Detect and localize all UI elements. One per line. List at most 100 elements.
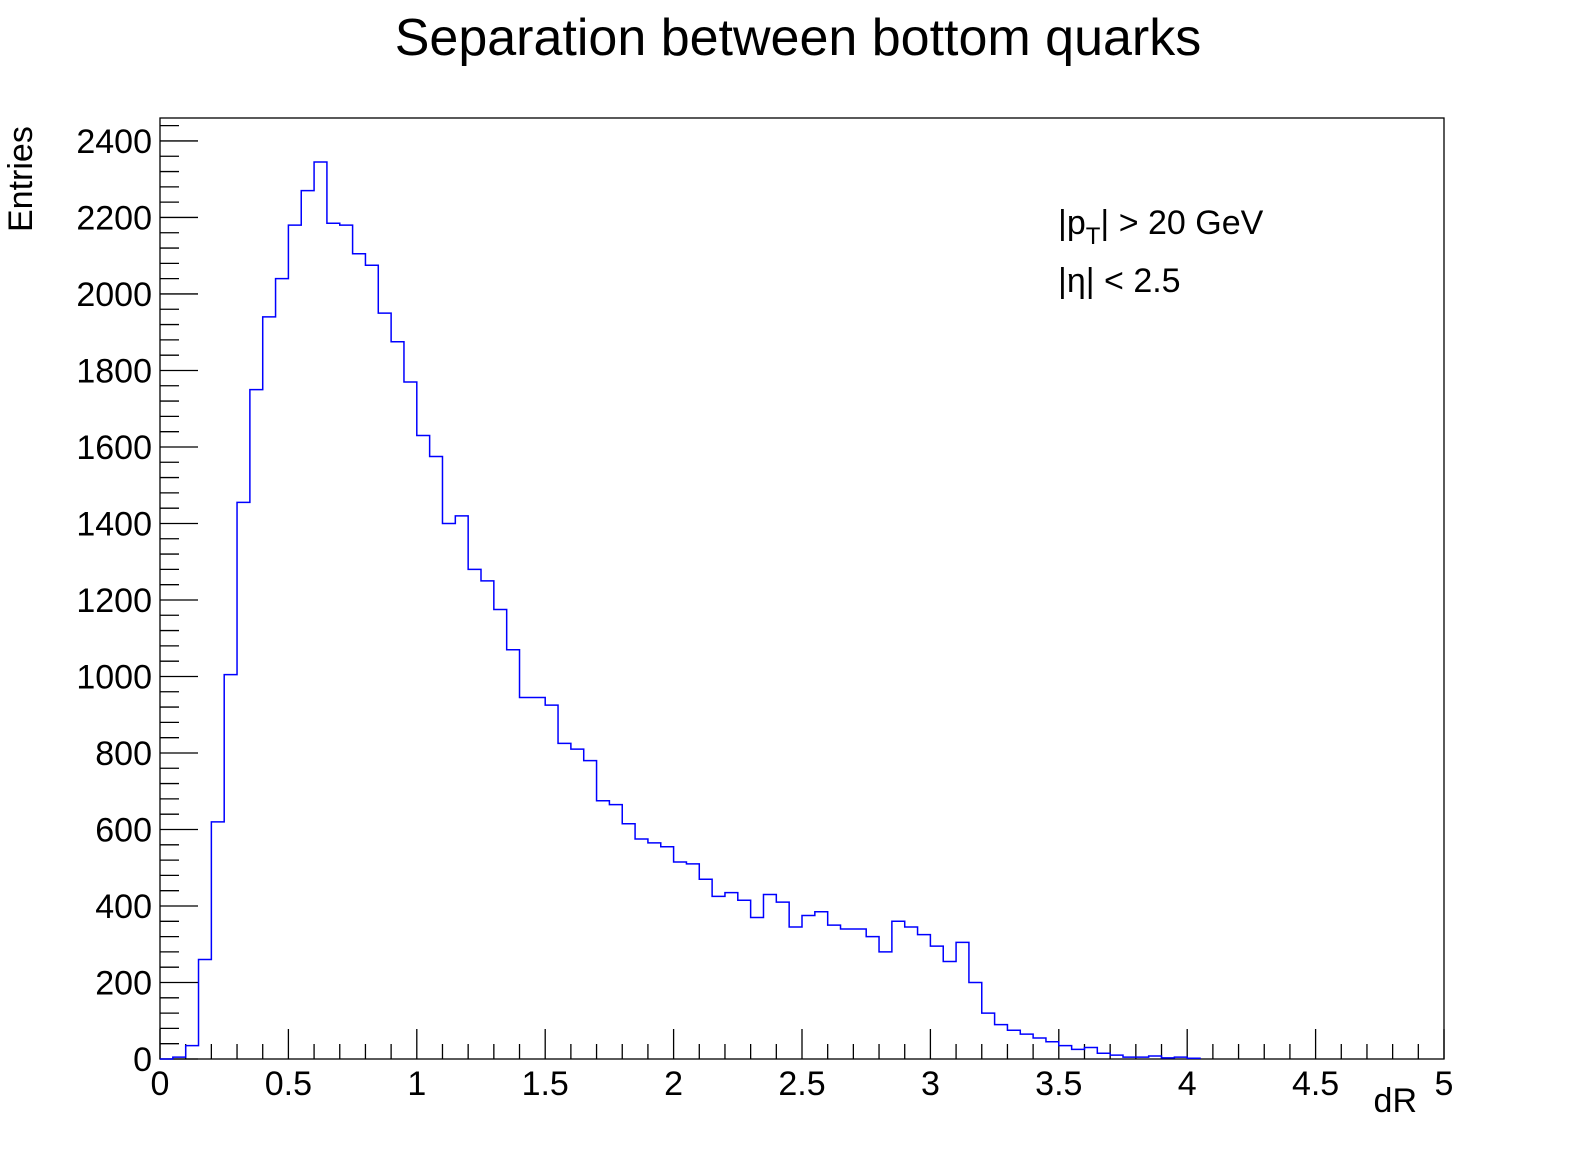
histogram-bin [1174,1057,1187,1059]
y-tick-label: 800 [95,735,152,773]
histogram-bin [930,946,943,1059]
y-tick-label: 1800 [76,352,152,390]
histogram-bin [430,457,443,1059]
histogram-bin [1059,1046,1072,1059]
histogram-bin [841,929,854,1059]
chart-title: Separation between bottom quarks [394,9,1202,67]
x-tick-label: 1.5 [522,1065,569,1103]
histogram-bin [199,960,212,1059]
histogram-bin [468,569,481,1059]
histogram-bin [776,902,789,1059]
x-tick-label: 2.5 [778,1065,825,1103]
y-tick-label: 0 [133,1041,152,1079]
histogram-bin [353,254,366,1059]
histogram-bin [276,279,289,1059]
y-tick-label: 600 [95,811,152,849]
histogram-bin [789,927,802,1059]
histogram-bin [507,650,520,1059]
pt-cut-annotation: |pT| > 20 GeV [1058,204,1263,251]
histogram-bin [571,749,584,1059]
histogram-bin [802,916,815,1059]
histogram-bin [263,317,276,1059]
histogram-bin [1097,1053,1110,1059]
y-axis-label: Entries [2,126,40,232]
x-tick-label: 2 [664,1065,683,1103]
histogram-bin [879,952,892,1059]
histogram-bin [173,1057,186,1059]
histogram-bin [584,761,597,1059]
histogram-bin [1020,1034,1033,1059]
histogram-bin [558,743,571,1059]
histogram-bin [494,610,507,1059]
pt-cut-suffix: | > 20 GeV [1100,204,1264,242]
histogram-bin [853,929,866,1059]
y-tick-label: 1000 [76,658,152,696]
histogram-bin [751,917,764,1059]
histogram-bin [918,935,931,1059]
histogram-bin [686,864,699,1059]
y-tick-label: 1400 [76,505,152,543]
x-tick-label: 4 [1178,1065,1197,1103]
histogram-bin [327,223,340,1059]
histogram-bin [866,937,879,1059]
histogram-bin [442,523,455,1059]
x-tick-label: 0 [151,1065,170,1103]
histogram-bin [1007,1030,1020,1059]
histogram-bin [340,225,353,1059]
histogram-bin [1110,1055,1123,1059]
histogram-bin [404,382,417,1059]
x-axis-label: dR [1373,1082,1417,1120]
histogram-bin [520,698,533,1059]
histogram-bin [1136,1057,1149,1059]
y-tick-label: 2200 [76,199,152,237]
eta-cut-annotation: |η| < 2.5 [1058,262,1181,300]
histogram-bin [378,313,391,1059]
histogram-bin [1187,1058,1200,1059]
histogram-bin [763,895,776,1059]
histogram-bin [982,1013,995,1059]
histogram-bin [622,824,635,1059]
histogram-line [160,161,1201,1060]
y-tick-label: 2000 [76,276,152,314]
histogram-bin [1123,1057,1136,1059]
histogram-bin [1084,1048,1097,1059]
pt-cut-prefix: |p [1058,204,1086,242]
x-tick-label: 5 [1435,1065,1454,1103]
histogram-bin [417,435,430,1059]
histogram-bin [635,839,648,1059]
histogram-bin [391,342,404,1059]
histogram-bin [609,805,622,1059]
histogram-bin [250,390,263,1059]
histogram-bin [365,265,378,1059]
histogram-bin [481,581,494,1059]
histogram-bin [892,921,905,1059]
histogram-bin [224,675,237,1059]
histogram-bin [186,1046,199,1059]
histogram-bin [699,879,712,1059]
x-tick-label: 4.5 [1292,1065,1339,1103]
histogram-bin [995,1025,1008,1059]
histogram-bin [545,705,558,1059]
histogram-bin [597,801,610,1059]
histogram-bin [455,516,468,1059]
histogram-bin [661,847,674,1059]
histogram-bin [211,822,224,1059]
histogram-bin [1072,1049,1085,1059]
histogram-bin [1046,1042,1059,1059]
histogram-bin [237,502,250,1059]
histogram-bin [738,900,751,1059]
histogram-bin [828,925,841,1059]
histogram-bin [288,225,301,1059]
y-tick-label: 1200 [76,582,152,620]
histogram-bin [712,896,725,1059]
histogram-bin [532,698,545,1059]
histogram-bin [969,982,982,1059]
y-tick-label: 1600 [76,429,152,467]
histogram-bin [314,162,327,1059]
histogram-bin [815,912,828,1059]
pt-cut-subscript: T [1085,223,1101,250]
histogram-bin [943,961,956,1059]
y-tick-label: 200 [95,964,152,1002]
histogram-bin [956,942,969,1059]
histogram-bin [1162,1058,1175,1059]
